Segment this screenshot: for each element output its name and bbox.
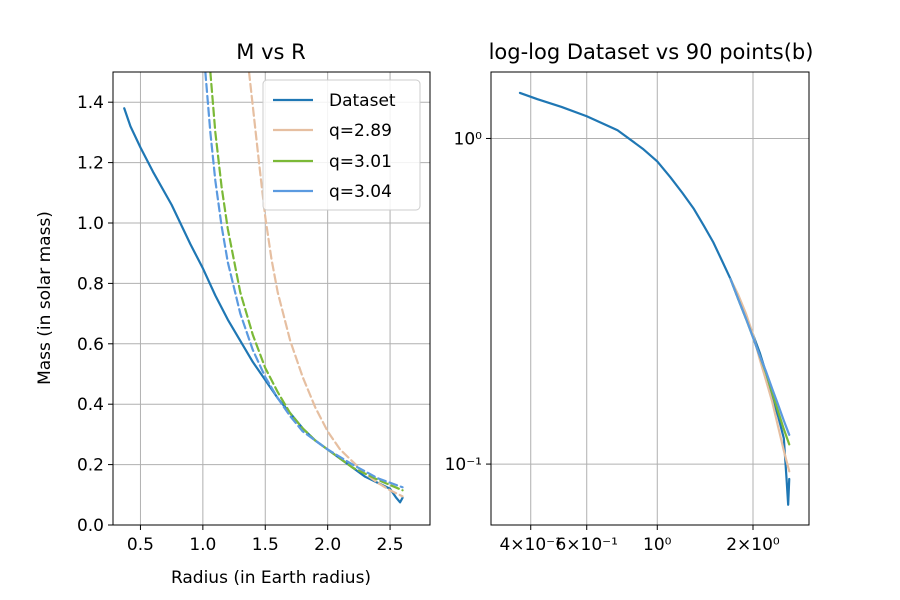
right-axes-frame	[490, 71, 810, 526]
x-tick-label: 6×10⁻¹	[555, 535, 617, 555]
left-series	[123, 72, 404, 504]
series-line-q304	[204, 72, 404, 489]
left-ticks: 0.5 1.0 1.5 2.0 2.5 0.0 0.2 0.4 0.6 0.8 1.0 1.2 1.4	[77, 93, 404, 555]
x-tick-label: 2.0	[314, 535, 341, 555]
legend-label-q289: q=2.89	[329, 121, 392, 141]
right-chart-title: log-log Dataset vs 90 points(b)	[489, 40, 814, 64]
left-axes-frame	[112, 71, 431, 526]
legend-frame	[262, 79, 421, 211]
series-line-q304	[729, 277, 791, 436]
legend: Dataset q=2.89 q=3.01 q=3.04	[262, 79, 421, 211]
left-y-axis-label: Mass (in solar mass)	[35, 211, 55, 385]
legend-label-dataset: Dataset	[329, 91, 396, 111]
series-line-q289	[729, 277, 791, 473]
left-panel: 0.5 1.0 1.5 2.0 2.50.00.20.40.60.81.01.21.4 …	[35, 40, 431, 588]
right-ticks: 4×10⁻¹6×10⁻¹ 10⁰ 2×10⁰ 10⁻¹ 10⁰	[445, 129, 780, 555]
right-panel: 4×10⁻¹6×10⁻¹ 10⁰ 2×10⁰ 10⁻¹ 10⁰ log-log Data…	[445, 40, 814, 555]
x-tick-label: 4×10⁻¹	[499, 535, 561, 555]
x-tick-label: 1.0	[189, 535, 216, 555]
y-tick-label: 1.2	[77, 154, 104, 174]
series-line-dataset	[518, 91, 791, 506]
x-tick-label: 0.5	[127, 535, 154, 555]
y-tick-label: 0.2	[77, 456, 104, 476]
y-tick-label: 0.8	[77, 274, 104, 294]
x-tick-label: 1.5	[252, 535, 279, 555]
x-tick-label: 2.5	[377, 535, 404, 555]
y-tick-label: 0.4	[77, 395, 104, 415]
y-tick-label: 1.0	[77, 214, 104, 234]
y-tick-label: 0.0	[77, 516, 104, 536]
x-tick-label: 10⁰	[643, 535, 672, 555]
series-line-q289	[247, 72, 404, 498]
left-chart-title: M vs R	[236, 40, 305, 64]
x-tick-label: 2×10⁰	[726, 535, 780, 555]
y-tick-label: 10⁰	[454, 129, 483, 149]
series-line-q301	[209, 72, 404, 492]
y-tick-label: 10⁻¹	[445, 455, 482, 475]
y-tick-label: 1.4	[77, 93, 104, 113]
right-grid	[491, 72, 809, 525]
y-tick-label: 0.6	[77, 335, 104, 355]
legend-label-q304: q=3.04	[329, 182, 392, 202]
right-series	[518, 91, 791, 506]
legend-label-q301: q=3.01	[329, 152, 392, 172]
left-x-axis-label: Radius (in Earth radius)	[171, 568, 371, 588]
